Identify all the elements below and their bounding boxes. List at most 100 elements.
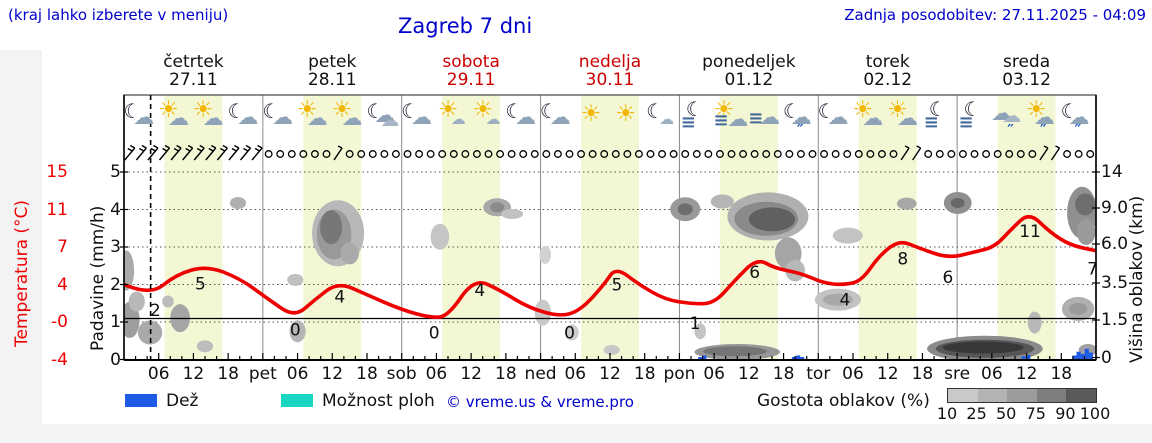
- calm-wind-icon: [310, 150, 319, 158]
- calm-wind-icon: [866, 150, 875, 158]
- calm-wind-icon: [681, 150, 690, 158]
- day-header-ponedeljek: ponedeljek 01.12: [702, 52, 796, 90]
- time-tick-label: tor: [806, 364, 830, 384]
- time-tick-label: 12: [599, 364, 621, 384]
- daylight-bands: [164, 95, 1056, 360]
- density-tick-label: 100: [1079, 404, 1111, 423]
- rain-legend-label: Dež: [166, 391, 199, 411]
- sun-cloud-icon: ☀ ☁: [296, 97, 328, 130]
- density-tick-label: 25: [966, 404, 987, 423]
- precip-tick-label: 2: [110, 274, 121, 295]
- calm-wind-icon: [796, 150, 805, 158]
- calm-wind-icon: [530, 150, 539, 158]
- sun-cloud-small-icon: ☀ ☁: [437, 97, 466, 128]
- density-tick-label: 50: [996, 404, 1017, 423]
- wind-barb-icon: [182, 144, 194, 161]
- moon-cloud-icon: ☾ ☁: [539, 99, 571, 129]
- calm-wind-icon: [958, 150, 967, 158]
- calm-wind-icon: [820, 150, 829, 158]
- sun-fog-cloud-icon: ☀ ≡ ☁: [713, 97, 749, 131]
- calm-wind-icon: [1028, 150, 1037, 158]
- sun-cloud-icon: ☀ ☁: [331, 97, 363, 130]
- cloud-tick-label: 3.5: [1101, 273, 1129, 293]
- temperature-curve: [124, 214, 1096, 319]
- clouds-rain-icon: ☁ ☁ ″: [991, 101, 1022, 139]
- sun-icon: ☀: [615, 101, 636, 127]
- temp-value-label: 0: [564, 323, 575, 343]
- time-tick-label: 12: [877, 364, 899, 384]
- sun-cloud-rain-icon: ☀ ☁ ″: [1025, 97, 1055, 139]
- calm-wind-icon: [415, 150, 424, 158]
- calm-wind-icon: [438, 150, 447, 158]
- calm-wind-icon: [611, 150, 620, 158]
- menu-hint-text: (kraj lahko izberete v meniju): [8, 6, 229, 24]
- sun-cloud-icon: ☀ ☁: [852, 97, 884, 130]
- day-separators: [262, 95, 958, 360]
- time-tick-label: 12: [738, 364, 760, 384]
- day-header-nedelja: nedelja 30.11: [578, 52, 642, 90]
- sun-cloud-icon: ☀ ☁: [158, 97, 190, 130]
- wind-barb-icon: [216, 144, 228, 161]
- moon-cloud-rain-icon: ☾ ☁ ″: [1060, 99, 1090, 139]
- cloud-tick-label: 0: [1101, 347, 1112, 368]
- time-tick-label: 18: [1050, 364, 1072, 384]
- time-tick-label: 06: [564, 364, 586, 384]
- calm-wind-icon: [345, 150, 354, 158]
- calm-wind-icon: [391, 150, 400, 158]
- day-header-četrtek: četrtek 27.11: [163, 52, 224, 90]
- calm-wind-icon: [889, 150, 898, 158]
- wind-slash-icon: [1039, 145, 1049, 161]
- temp-value-label: 11: [1019, 222, 1041, 242]
- temp-tick-label: 4: [57, 274, 68, 295]
- temp-value-label: 0: [429, 323, 440, 343]
- density-swatch: [977, 389, 1008, 402]
- calm-wind-icon: [357, 150, 366, 158]
- precip-tick-label: 0: [110, 349, 121, 370]
- time-axis-labels: 06 12 18 pet 06 12 18 sob 06 12 18 ned 06 12 18 pon 06 12…: [148, 364, 1072, 384]
- calm-wind-icon: [484, 150, 493, 158]
- calm-wind-icon: [403, 150, 412, 158]
- calm-wind-icon: [970, 150, 979, 158]
- last-update-text: Zadnja posodobitev: 27.11.2025 - 04:09: [844, 6, 1146, 24]
- temperature-value-labels: 2 5 0 4 0 4 0 5 1 6 4 8 6 11 7: [150, 222, 1098, 343]
- calm-wind-icon: [715, 150, 724, 158]
- cloud-density-label: Gostota oblakov (%): [757, 391, 930, 411]
- moon-cloud-icon: ☾ ☁: [262, 99, 294, 129]
- calm-wind-icon: [299, 150, 308, 158]
- density-tick-label: 90: [1055, 404, 1076, 423]
- temp-value-label: 6: [749, 263, 760, 283]
- time-tick-label: 18: [356, 364, 378, 384]
- density-tick-label: 10: [936, 404, 958, 423]
- sun-cloud-icon: ☀ ☁: [887, 97, 919, 130]
- moon-cloud-icon: ☾ ☁: [817, 99, 849, 129]
- cloud-blobs: [124, 186, 1096, 360]
- time-tick-label: pet: [249, 364, 277, 384]
- calm-wind-icon: [1086, 150, 1095, 158]
- calm-wind-icon: [426, 150, 435, 158]
- calm-wind-icon: [947, 150, 956, 158]
- density-swatch: [1036, 389, 1067, 402]
- sun-cloud-small-icon: ☀ ☁: [472, 97, 501, 128]
- cloud-tick-label: 6.0: [1101, 234, 1129, 254]
- calm-wind-icon: [773, 150, 782, 158]
- calm-wind-icon: [1005, 150, 1014, 158]
- calm-wind-icon: [1074, 150, 1083, 158]
- time-tick-label: 18: [634, 364, 656, 384]
- calm-wind-icon: [519, 150, 528, 158]
- temp-value-label: 4: [334, 288, 345, 308]
- left-margin-strip: [0, 50, 42, 443]
- calm-wind-icon: [577, 150, 586, 158]
- temp-tick-label: -0: [51, 312, 68, 332]
- calm-wind-icon: [762, 150, 771, 158]
- time-tick-label: 12: [183, 364, 205, 384]
- calm-wind-icon: [1063, 150, 1072, 158]
- calm-wind-icon: [854, 150, 863, 158]
- time-tick-label: sre: [944, 364, 970, 384]
- copyright-link[interactable]: © vreme.us & vreme.pro: [446, 393, 634, 411]
- density-swatch: [1007, 389, 1037, 402]
- time-tick-label: pon: [663, 364, 695, 384]
- calm-wind-icon: [507, 150, 516, 158]
- temp-value-label: 0: [290, 321, 301, 341]
- calm-wind-icon: [658, 150, 667, 158]
